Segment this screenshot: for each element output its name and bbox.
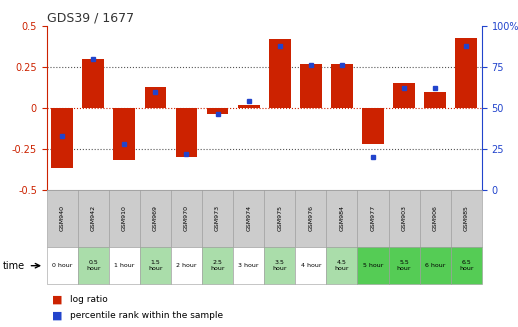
Text: time: time xyxy=(3,261,25,271)
Text: GSM942: GSM942 xyxy=(91,205,96,231)
Text: GSM976: GSM976 xyxy=(308,205,313,231)
Text: 1.5
hour: 1.5 hour xyxy=(148,260,163,271)
Bar xyxy=(455,38,477,108)
Text: GSM910: GSM910 xyxy=(122,205,127,231)
Bar xyxy=(393,83,415,108)
Text: GSM985: GSM985 xyxy=(464,205,469,231)
Text: GSM903: GSM903 xyxy=(401,205,407,231)
Text: ■: ■ xyxy=(52,311,62,320)
Text: GSM906: GSM906 xyxy=(433,205,438,231)
Bar xyxy=(145,87,166,108)
Text: GSM977: GSM977 xyxy=(370,205,376,231)
Text: 3 hour: 3 hour xyxy=(238,263,259,268)
Bar xyxy=(176,108,197,157)
Bar xyxy=(331,64,353,108)
Bar xyxy=(269,39,291,108)
Text: 6.5
hour: 6.5 hour xyxy=(459,260,473,271)
Text: GSM974: GSM974 xyxy=(246,205,251,231)
Bar xyxy=(300,64,322,108)
Bar xyxy=(82,59,104,108)
Text: GSM970: GSM970 xyxy=(184,205,189,231)
Text: 6 hour: 6 hour xyxy=(425,263,445,268)
Text: 0 hour: 0 hour xyxy=(52,263,73,268)
Text: GSM973: GSM973 xyxy=(215,205,220,231)
Text: 1 hour: 1 hour xyxy=(114,263,135,268)
Text: 5 hour: 5 hour xyxy=(363,263,383,268)
Text: 2 hour: 2 hour xyxy=(176,263,197,268)
Text: GSM984: GSM984 xyxy=(339,205,344,231)
Text: 3.5
hour: 3.5 hour xyxy=(272,260,287,271)
Text: log ratio: log ratio xyxy=(70,295,108,304)
Text: GSM940: GSM940 xyxy=(60,205,65,231)
Bar xyxy=(238,105,260,108)
Text: percentile rank within the sample: percentile rank within the sample xyxy=(70,311,223,320)
Text: 0.5
hour: 0.5 hour xyxy=(86,260,100,271)
Text: 4.5
hour: 4.5 hour xyxy=(335,260,349,271)
Text: 5.5
hour: 5.5 hour xyxy=(397,260,411,271)
Bar xyxy=(207,108,228,114)
Bar xyxy=(362,108,384,144)
Text: ■: ■ xyxy=(52,294,62,304)
Text: GDS39 / 1677: GDS39 / 1677 xyxy=(47,12,134,25)
Text: 2.5
hour: 2.5 hour xyxy=(210,260,225,271)
Text: 4 hour: 4 hour xyxy=(300,263,321,268)
Text: GSM975: GSM975 xyxy=(277,205,282,231)
Bar xyxy=(113,108,135,160)
Bar xyxy=(424,92,446,108)
Text: GSM969: GSM969 xyxy=(153,205,158,231)
Bar xyxy=(51,108,73,168)
